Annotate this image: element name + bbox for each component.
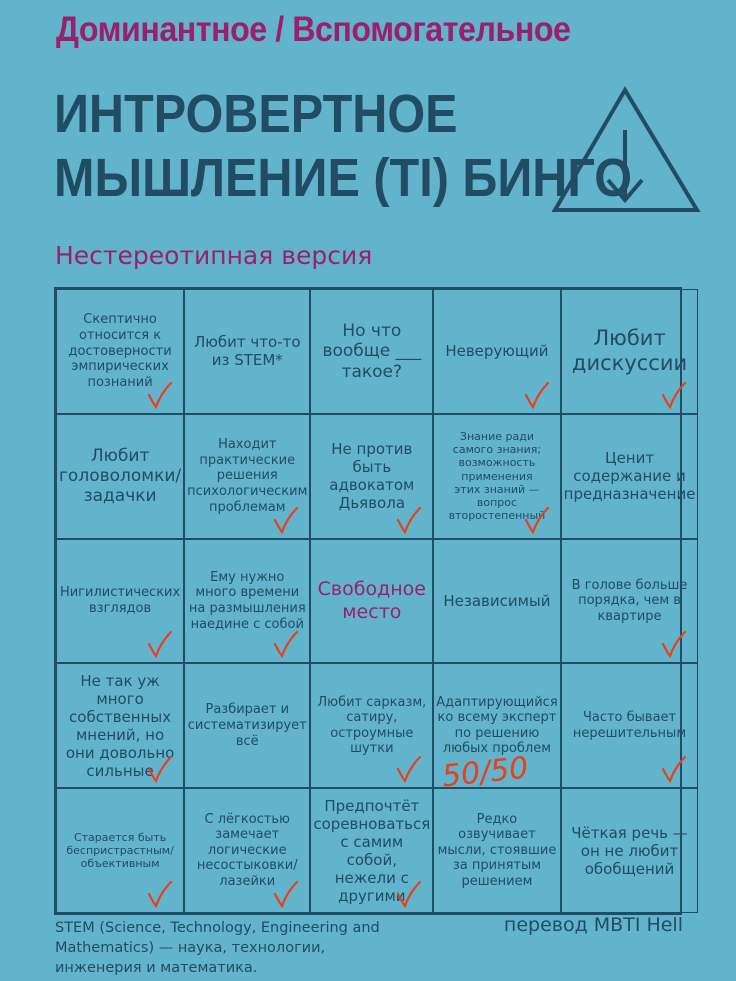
cell-text: В голове больше порядка, чем в квартире (571, 577, 688, 624)
title-line-1: ИНТРОВЕРТНОЕ (54, 84, 458, 144)
bingo-cell[interactable]: Часто бывает нерешительным (560, 663, 699, 789)
bingo-cell[interactable]: Старается быть беспристрастным/ объектив… (56, 788, 185, 913)
checkmark-icon (148, 631, 173, 659)
bingo-cell[interactable]: Любит что-то из STEM* (184, 289, 311, 414)
bingo-cell[interactable]: Чёткая речь — он не любит обобщений (560, 788, 699, 913)
checkmark-icon (274, 880, 299, 908)
bingo-cell[interactable]: Не так уж много собственных мнений, но о… (56, 663, 185, 789)
bingo-cell[interactable]: Адаптирующийся ко всему эксперт по решен… (433, 663, 561, 795)
checkmark-icon (148, 756, 173, 784)
bingo-cell[interactable]: Но что вообще ___ такое? (310, 289, 434, 414)
cell-text: Ценит содержание и предназначение (563, 449, 696, 504)
title-line-2: МЫШЛЕНИЕ (TI) БИНГО (54, 148, 633, 208)
bingo-grid: Скептично относится к достоверности эмпи… (54, 287, 699, 915)
bingo-cell[interactable]: Ценит содержание и предназначение (560, 413, 699, 539)
cell-text: Нигилистических взглядов (59, 585, 181, 616)
bingo-cell[interactable]: Любит головоломки/ задачки (56, 413, 185, 539)
bingo-cell[interactable]: Нигилистических взглядов (56, 538, 185, 664)
page-title: ИНТРОВЕРТНОЕ МЫШЛЕНИЕ (TI) БИНГО (54, 82, 632, 210)
bingo-cell[interactable]: Ему нужно много времени на размышления н… (184, 538, 311, 664)
checkmark-icon (397, 506, 422, 534)
cell-text: Старается быть беспристрастным/ объектив… (66, 830, 174, 871)
checkmark-icon (148, 381, 173, 409)
bingo-cell[interactable]: Знание ради самого знания; возможность п… (433, 413, 561, 539)
cell-text: Но что вообще ___ такое? (322, 320, 422, 382)
cell-text: Неверующий (445, 342, 549, 361)
checkmark-icon (524, 381, 549, 409)
cell-text: Не против быть адвокатом Дьявола (329, 440, 415, 513)
cell-text: Любит головоломки/ задачки (59, 445, 182, 507)
cell-text: Адаптирующийся ко всему эксперт по решен… (436, 694, 558, 757)
credit: перевод MBTI Hell (503, 914, 683, 936)
checkmark-icon (148, 880, 173, 908)
cell-text: Не так уж много собственных мнений, но о… (65, 671, 175, 780)
supertitle: Доминантное / Вспомогательное (56, 10, 571, 49)
cell-text: Предпочтёт соревноваться с самим собой, … (313, 796, 431, 905)
cell-text: Ему нужно много времени на размышления н… (188, 569, 306, 632)
bingo-cell[interactable]: Свободное место (310, 538, 434, 664)
cell-text: Находит практические решения психологиче… (187, 437, 308, 515)
cell-text: Скептично относится к достоверности эмпи… (68, 312, 172, 390)
checkmark-icon (662, 381, 687, 409)
cell-text: Знание ради самого знания; возможность п… (448, 430, 546, 523)
checkmark-icon (274, 506, 299, 534)
checkmark-icon (397, 756, 422, 784)
bingo-cell[interactable]: Независимый (433, 538, 561, 664)
triangle-down-arrow-icon (552, 86, 701, 212)
cell-text: Чёткая речь — он не любит обобщений (571, 823, 688, 878)
bingo-cell[interactable]: Предпочтёт соревноваться с самим собой, … (310, 788, 434, 913)
bingo-cell[interactable]: С лёгкостью замечает логические несостык… (184, 788, 311, 913)
cell-text: Любит сарказм, сатиру, остроумные шутки (317, 694, 427, 757)
bingo-cell[interactable]: Разбирает и систематизирует всё (184, 663, 311, 789)
bingo-cell[interactable]: Неверующий (433, 289, 561, 414)
bingo-cell[interactable]: Любит сарказм, сатиру, остроумные шутки (310, 663, 434, 789)
checkmark-icon (524, 506, 549, 534)
subtitle: Нестереотипная версия (55, 241, 373, 270)
checkmark-icon (397, 880, 422, 908)
cell-text: Любит что-то из STEM* (194, 333, 301, 370)
cell-text: Разбирает и систематизирует всё (187, 702, 307, 749)
bingo-cell[interactable]: В голове больше порядка, чем в квартире (560, 538, 699, 664)
cell-text: Часто бывает нерешительным (572, 710, 687, 741)
footnote: STEM (Science, Technology, Engineering a… (55, 920, 380, 976)
checkmark-icon (662, 631, 687, 659)
bingo-cell[interactable]: Редко озвучивает мысли, стоявшие за прин… (433, 788, 561, 913)
cell-text: Свободное место (317, 578, 426, 623)
bingo-cell[interactable]: Не против быть адвокатом Дьявола (310, 413, 434, 539)
cell-text: Любит дискуссии (571, 326, 688, 376)
cell-text: Редко озвучивает мысли, стоявшие за прин… (437, 811, 557, 889)
bingo-cell[interactable]: Находит практические решения психологиче… (184, 413, 311, 539)
bingo-cell[interactable]: Любит дискуссии (560, 289, 699, 414)
checkmark-icon (274, 631, 299, 659)
bingo-cell[interactable]: Скептично относится к достоверности эмпи… (56, 289, 185, 414)
cell-text: С лёгкостью замечает логические несостык… (196, 811, 298, 889)
checkmark-icon (662, 756, 687, 784)
cell-text: Независимый (443, 591, 551, 610)
